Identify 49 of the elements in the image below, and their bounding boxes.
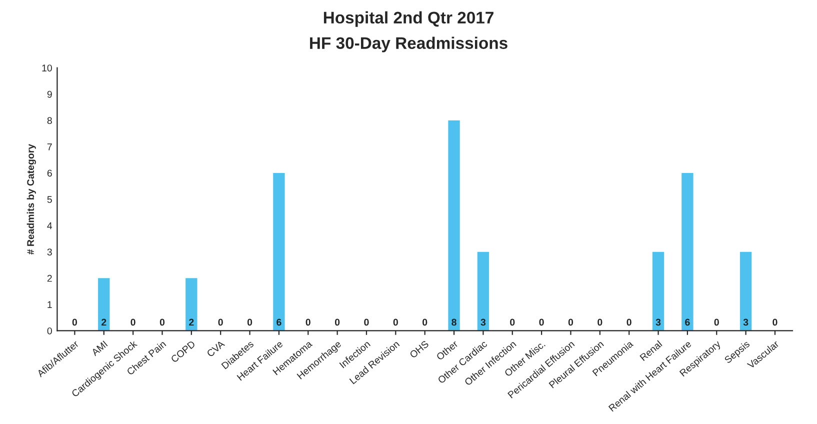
- x-tick-label: OHS: [409, 340, 430, 358]
- y-tick-label: 3: [47, 248, 52, 256]
- data-label: 2: [102, 318, 106, 326]
- data-label: 0: [772, 318, 778, 326]
- y-tick-label: 5: [47, 196, 52, 203]
- data-label: 0: [393, 318, 398, 326]
- data-label: 0: [218, 318, 223, 326]
- bar: [740, 252, 752, 331]
- y-tick-label: 4: [47, 222, 52, 230]
- data-label: 0: [160, 318, 165, 326]
- data-label: 0: [72, 318, 77, 326]
- data-label: 0: [130, 318, 136, 326]
- data-label: 0: [306, 318, 310, 326]
- bar: [477, 252, 490, 331]
- bar: [186, 278, 198, 331]
- x-tick-label: AMI: [90, 340, 108, 356]
- data-label: 0: [539, 318, 544, 326]
- data-label: 0: [568, 318, 574, 326]
- bar: [273, 172, 285, 331]
- data-label: 0: [626, 318, 632, 326]
- y-tick-label: 0: [47, 327, 52, 334]
- data-label: 0: [247, 318, 252, 326]
- data-label: 0: [510, 318, 515, 326]
- bar: [682, 172, 694, 331]
- data-label: 0: [598, 318, 602, 326]
- y-tick-label: 8: [47, 117, 52, 124]
- data-label: 0: [364, 318, 369, 326]
- data-label: 0: [714, 318, 719, 326]
- data-label: 3: [656, 318, 661, 326]
- chart-subtitle: HF 30-Day Readmissions: [310, 36, 508, 52]
- y-axis-title: # Readmits by Category: [26, 144, 36, 254]
- y-tick-label: 2: [47, 274, 52, 282]
- bar: [652, 252, 664, 331]
- data-label: 3: [480, 318, 486, 326]
- y-tick-label: 6: [47, 170, 52, 177]
- y-tick-label: 1: [48, 301, 52, 308]
- y-tick-label: 9: [47, 90, 52, 98]
- data-label: 8: [452, 318, 456, 326]
- data-label: 6: [276, 318, 282, 326]
- data-label: 3: [743, 318, 748, 326]
- data-label: 2: [189, 318, 194, 326]
- data-label: 0: [422, 318, 428, 326]
- bar: [448, 120, 460, 331]
- y-tick-label: 10: [42, 64, 52, 72]
- chart-title: Hospital 2nd Qtr 2017: [324, 11, 494, 27]
- y-tick-label: 7: [47, 144, 52, 150]
- data-label: 0: [334, 318, 340, 326]
- data-label: 6: [685, 318, 690, 326]
- bar: [98, 278, 110, 331]
